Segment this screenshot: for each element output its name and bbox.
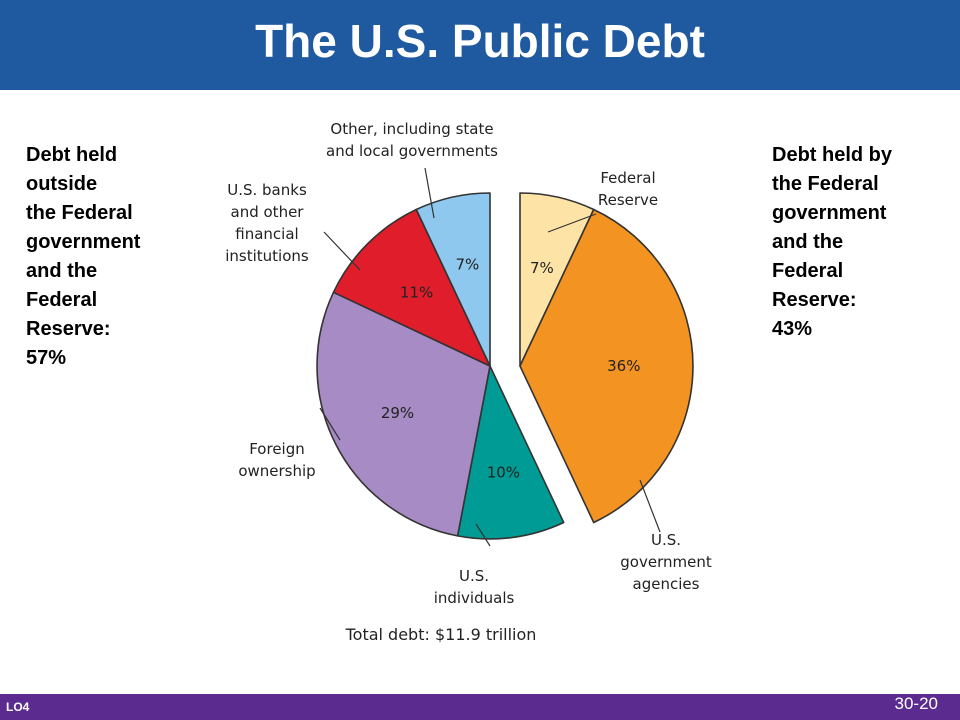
slice-percent-label: 7% <box>530 259 554 277</box>
slice-percent-label: 7% <box>456 256 480 274</box>
slice-category-label: U.S. banks and other financial institutions <box>225 181 309 265</box>
note-left-line: outside <box>26 173 98 195</box>
title-bar: The U.S. Public Debt <box>0 0 960 90</box>
slice-labels: 7% Federal Reserve 36% U.S. government agencie… <box>225 120 712 607</box>
pie-slice <box>456 365 565 540</box>
note-left-line: Federal <box>26 289 98 311</box>
slice-percent-label: 10% <box>487 463 520 481</box>
pie-slice <box>316 291 491 537</box>
note-right-line: government <box>772 202 887 224</box>
footer-bar: LO4 30-20 <box>0 694 960 720</box>
note-right-line: Reserve: <box>772 289 857 311</box>
slice-percent-label: 36% <box>607 357 640 375</box>
note-right-line: 43% <box>772 318 813 340</box>
slide-number: 30-20 <box>894 694 938 713</box>
slice-percent-label: 11% <box>400 284 433 302</box>
pie-slice <box>519 208 694 524</box>
note-left-line: Debt held <box>26 144 118 166</box>
note-left-line: the Federal <box>26 202 133 224</box>
leader-line <box>639 479 661 533</box>
leader-line <box>547 213 597 233</box>
slice-percent-label: 29% <box>381 404 414 422</box>
leader-line <box>319 407 341 441</box>
chart-caption: Total debt: $11.9 trillion <box>345 625 537 644</box>
slice-category-label: Other, including state and local governme… <box>326 120 498 160</box>
note-right-line: and the <box>772 231 844 253</box>
slice-category-label: U.S. individuals <box>434 567 515 607</box>
pie-slice <box>332 208 491 367</box>
leader-line <box>424 167 435 219</box>
leader-line <box>475 523 491 547</box>
note-left-line: 57% <box>26 347 67 369</box>
slice-category-label: Foreign ownership <box>238 440 315 480</box>
pie-slice <box>415 192 491 367</box>
note-left-line: and the <box>26 260 98 282</box>
pie-slices <box>316 192 694 540</box>
note-left-line: Reserve: <box>26 318 111 340</box>
slice-category-label: U.S. government agencies <box>620 531 712 593</box>
leader-line <box>323 231 361 271</box>
learning-objective-label: LO4 <box>6 700 30 714</box>
page-title: The U.S. Public Debt <box>255 15 705 67</box>
note-right-line: Debt held by <box>772 144 893 166</box>
slice-category-label: Federal Reserve <box>598 169 658 209</box>
note-left: Debt held outside the Federal government… <box>26 141 140 373</box>
note-left-line: government <box>26 231 141 253</box>
note-right: Debt held by the Federal government and … <box>772 141 892 344</box>
leader-lines <box>319 167 661 547</box>
note-right-line: Federal <box>772 260 844 282</box>
note-right-line: the Federal <box>772 173 879 195</box>
